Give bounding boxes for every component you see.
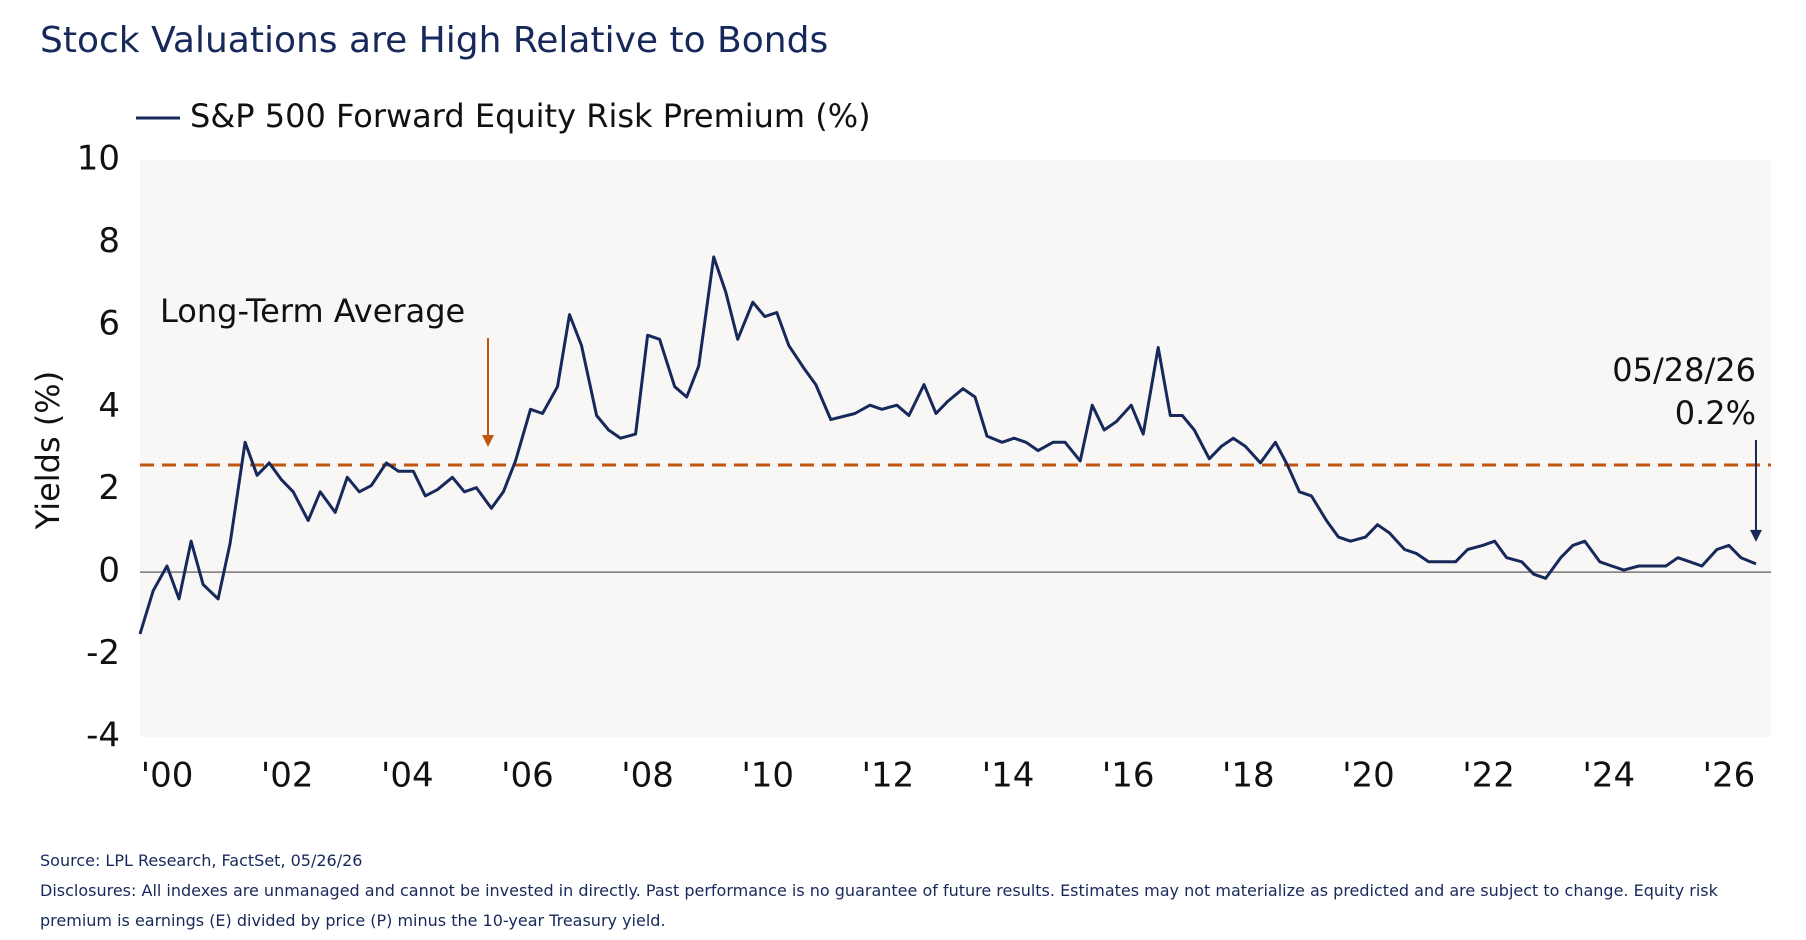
chart: Stock Valuations are High Relative to Bo… [29,20,1771,796]
x-tick-label: '26 [1703,756,1756,796]
reference-arrowhead [482,434,494,447]
y-tick-label: -2 [86,633,120,673]
x-tick-label: '00 [141,756,194,796]
chart-title: Stock Valuations are High Relative to Bo… [40,20,828,61]
y-axis-label: Yields (%) [29,371,67,530]
x-tick-label: '22 [1462,756,1515,796]
legend-label: S&P 500 Forward Equity Risk Premium (%) [190,97,871,135]
x-tick-label: '12 [862,756,915,796]
annotation-arrowhead [1749,529,1762,542]
y-tick-label: -4 [86,716,120,756]
y-tick-label: 10 [77,139,120,179]
x-tick-label: '16 [1102,756,1155,796]
x-tick-label: '10 [741,756,794,796]
x-tick-label: '20 [1342,756,1395,796]
x-tick-label: '14 [982,756,1035,796]
plot-area [140,160,1771,737]
x-tick-label: '02 [261,756,314,796]
annotation-value: 0.2% [1675,394,1756,432]
source: Source: LPL Research, FactSet, 05/26/26 [40,851,363,870]
y-tick-label: 0 [98,551,120,591]
y-tick-label: 4 [98,386,120,426]
y-tick-label: 2 [98,468,120,508]
x-tick-label: '06 [501,756,554,796]
footer: Source: LPL Research, FactSet, 05/26/26 … [40,846,1740,936]
disclosures: Disclosures: All indexes are unmanaged a… [40,881,1718,930]
x-tick-label: '04 [381,756,434,796]
x-tick-label: '18 [1222,756,1275,796]
y-tick-label: 8 [98,221,120,261]
y-tick-label: 6 [98,303,120,343]
reference-label: Long-Term Average [160,292,465,330]
line-series [138,255,1757,635]
annotation-date: 05/28/26 [1612,351,1756,389]
x-tick-label: '24 [1582,756,1635,796]
x-tick-label: '08 [621,756,674,796]
